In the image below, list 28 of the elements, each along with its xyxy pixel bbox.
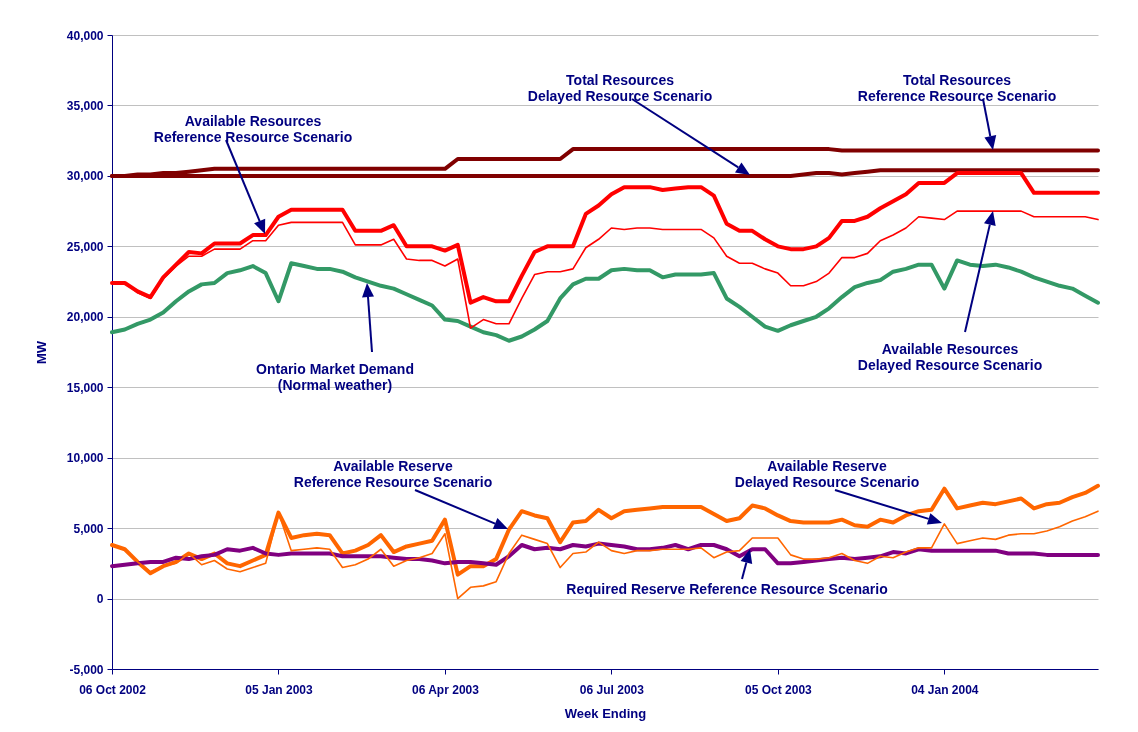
annotation: Available Resources Delayed Resource Scenario bbox=[857, 341, 1043, 373]
y-tick-label: 10,000 bbox=[66, 451, 104, 466]
annotation: Total Resources Delayed Resource Scenario bbox=[527, 72, 713, 104]
y-tick-label: 30,000 bbox=[66, 169, 104, 184]
y-axis-title: MW bbox=[33, 340, 49, 365]
annotation: Total Resources Reference Resource Scenario bbox=[857, 72, 1057, 104]
y-tick-label: 5,000 bbox=[73, 521, 104, 536]
x-axis-title: Week Ending bbox=[564, 705, 647, 721]
y-tick-label: 20,000 bbox=[66, 310, 104, 325]
y-tick-label: 35,000 bbox=[66, 98, 104, 113]
y-tick-label: 40,000 bbox=[66, 28, 104, 43]
x-tick-label: 06 Oct 2002 bbox=[79, 682, 147, 697]
annotation: Available Resources Reference Resource Scenario bbox=[153, 113, 353, 145]
y-tick-label: 25,000 bbox=[66, 239, 104, 254]
line-series bbox=[110, 258, 1100, 343]
annotation: Required Reserve Reference Resource Scenario bbox=[566, 581, 888, 597]
x-tick-label: 05 Oct 2003 bbox=[745, 682, 813, 697]
x-tick-label: 05 Jan 2003 bbox=[245, 682, 313, 697]
y-tick-label: -5,000 bbox=[69, 662, 104, 677]
x-tick-label: 04 Jan 2004 bbox=[911, 682, 979, 697]
x-tick-label: 06 Apr 2003 bbox=[411, 682, 480, 697]
y-tick-label: 15,000 bbox=[66, 380, 104, 395]
x-tick-label: 06 Jul 2003 bbox=[579, 682, 645, 697]
line-series bbox=[110, 541, 1100, 569]
y-tick-label: 0 bbox=[96, 592, 104, 607]
annotation: Ontario Market Demand (Normal weather) bbox=[256, 361, 414, 393]
annotation: Available Reserve Delayed Resource Scenario bbox=[734, 458, 920, 490]
annotation: Available Reserve Reference Resource Scenario bbox=[293, 458, 493, 490]
